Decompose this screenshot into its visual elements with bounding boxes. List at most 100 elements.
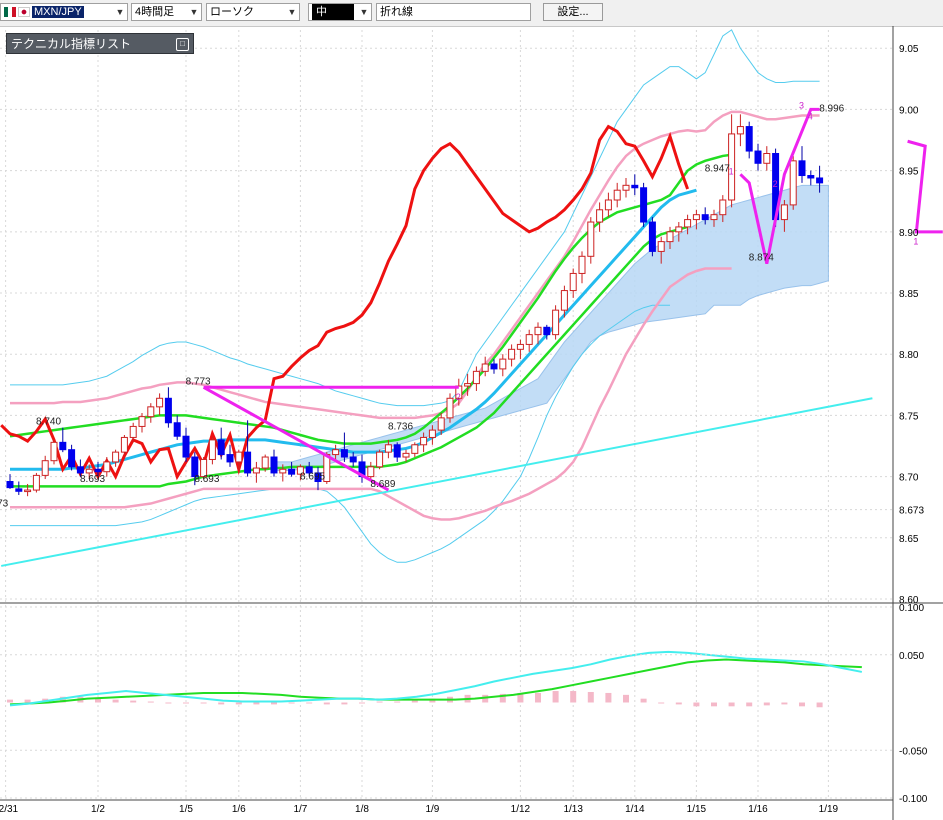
line-type-field[interactable]: 折れ線: [376, 3, 531, 21]
price-annotation: 8.874: [749, 253, 774, 264]
price-annotation: 8.947: [705, 163, 730, 174]
macd-histogram-bar: [728, 702, 735, 707]
candle-body: [217, 439, 225, 456]
chart-type-select[interactable]: ローソク ▼: [206, 3, 300, 21]
candle-body: [252, 467, 260, 474]
candle-body: [367, 466, 375, 478]
price-annotation: 8.695: [300, 472, 325, 483]
candle-body: [516, 343, 524, 350]
candle-body: [657, 241, 665, 252]
candle-body: [120, 436, 128, 453]
settings-button[interactable]: 設定...: [543, 3, 603, 21]
y-tick-label: 8.95: [899, 167, 919, 178]
y-tick-label: 8.80: [899, 350, 919, 361]
macd-histogram-bar: [482, 694, 489, 703]
price-annotation: 1: [913, 236, 918, 246]
candle-body: [596, 209, 604, 223]
candle-body: [138, 416, 146, 427]
price-annotation: 2: [456, 392, 461, 402]
candle-body: [156, 397, 164, 408]
price-annotation: 8.673: [0, 499, 9, 510]
macd-histogram-bar: [411, 699, 418, 703]
candle-body: [472, 370, 480, 385]
candle-body: [560, 290, 568, 311]
candle-body: [675, 226, 683, 233]
x-tick-label: 1/13: [563, 804, 583, 815]
macd-histogram-bar: [570, 691, 577, 703]
price-annotation: 1: [729, 167, 734, 177]
symbol-value: MXN/JPY: [32, 6, 84, 18]
candle-body: [76, 466, 84, 474]
japan-flag-icon: [18, 7, 30, 18]
price-annotation: 8.689: [370, 479, 395, 490]
macd-signal-line: [9, 658, 862, 706]
macd-histogram-bar: [675, 702, 682, 705]
x-tick-label: 1/8: [355, 804, 369, 815]
macd-histogram-bar: [658, 702, 665, 704]
candle-body: [208, 439, 216, 460]
x-tick-label: 1/7: [293, 804, 307, 815]
x-tick-label: 1/12: [511, 804, 531, 815]
candle-body: [129, 425, 137, 438]
candle-body: [763, 152, 771, 164]
chevron-down-icon[interactable]: ▼: [189, 7, 199, 17]
candle-body: [349, 456, 357, 463]
y-tick-label: 8.65: [899, 534, 919, 545]
x-tick-label: 1/5: [179, 804, 193, 815]
candle-body: [684, 219, 692, 228]
candle-body: [393, 444, 401, 458]
candle-body: [24, 489, 32, 493]
macd-histogram-bar: [640, 698, 647, 703]
chevron-down-icon[interactable]: ▼: [287, 7, 297, 17]
macd-histogram-bar: [147, 701, 154, 703]
candle-body: [578, 255, 586, 274]
macd-histogram-bar: [200, 702, 207, 704]
macd-histogram-bar: [59, 696, 66, 703]
bollinger-upper-1: [10, 110, 820, 420]
candles: [6, 114, 824, 497]
macd-histogram-bar: [552, 691, 559, 703]
y-tick-label: 8.90: [899, 228, 919, 239]
candle-body: [534, 326, 542, 336]
wave-line: [907, 139, 943, 234]
timeframe-select[interactable]: 4時間足 ▼: [131, 3, 202, 21]
candle-body: [789, 160, 797, 206]
indicator-list-panel[interactable]: テクニカル指標リスト □: [6, 33, 194, 54]
macd-histogram-bar: [376, 701, 383, 703]
candle-body: [340, 449, 348, 458]
macd-histogram-bar: [517, 692, 524, 703]
chevron-down-icon[interactable]: ▼: [359, 7, 369, 17]
candle-body: [68, 449, 76, 468]
lagging-span-line: [0, 124, 690, 481]
macd-histogram-bar: [7, 699, 13, 703]
candle-body: [552, 309, 560, 336]
size-value: 中: [312, 4, 354, 20]
candle-body: [798, 160, 806, 177]
candle-body: [446, 397, 454, 419]
y-tick-label: 9.05: [899, 44, 919, 55]
symbol-select[interactable]: MXN/JPY ▼: [0, 3, 128, 21]
candle-body: [525, 334, 533, 345]
candle-body: [780, 204, 788, 221]
maximize-icon[interactable]: □: [176, 38, 189, 51]
macd-histogram-bar: [587, 691, 594, 703]
candle-body: [587, 221, 595, 257]
candle-body: [85, 468, 93, 474]
candle-body: [490, 363, 498, 370]
candle-body: [402, 452, 410, 458]
x-tick-label: 1/19: [819, 804, 839, 815]
chevron-down-icon[interactable]: ▼: [115, 7, 125, 17]
macd-histogram-bar: [95, 698, 101, 703]
candle-body: [736, 126, 744, 135]
candle-body: [428, 429, 436, 438]
size-select[interactable]: 中 ▼: [308, 3, 372, 21]
x-tick-label: 1/9: [425, 804, 439, 815]
candle-body: [437, 417, 445, 431]
macd-panel: 0.100 0.050 -0.050 -0.100: [0, 603, 928, 805]
macd-histogram-bar: [816, 702, 823, 708]
candle-body: [666, 231, 674, 243]
price-annotation: 3: [799, 101, 804, 111]
bollinger-bands: [10, 29, 820, 563]
candle-body: [508, 348, 516, 360]
